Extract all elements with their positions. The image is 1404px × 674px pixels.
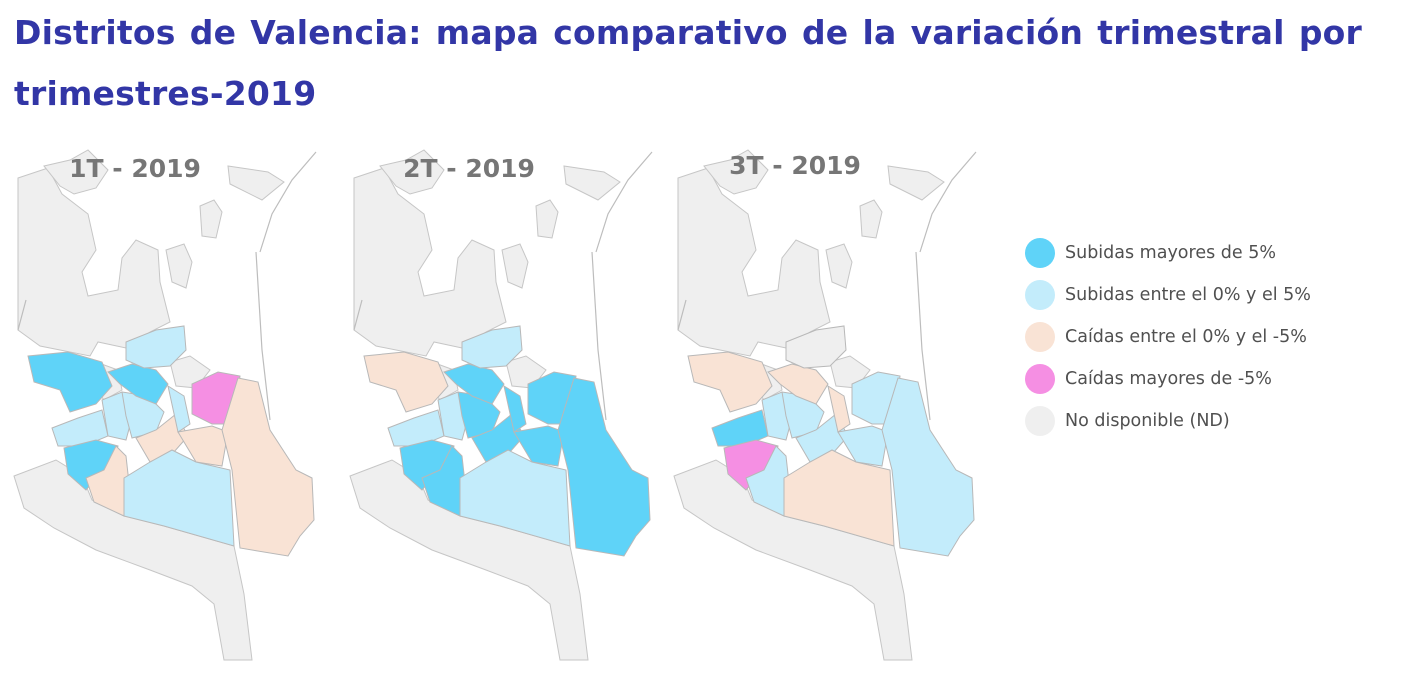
district-north-c bbox=[785, 325, 847, 369]
district-east-c bbox=[827, 384, 851, 433]
nd-islet-b bbox=[501, 243, 529, 289]
district-south-big bbox=[783, 449, 895, 547]
legend-item-caidas-mayores: Caídas mayores de -5% bbox=[1025, 358, 1311, 400]
nd-corner-ne bbox=[887, 165, 945, 201]
legend-label: Caídas entre el 0% y el -5% bbox=[1065, 327, 1307, 347]
district-east-s bbox=[177, 425, 229, 467]
legend-swatch-caidas-entre bbox=[1025, 322, 1055, 352]
district-south-big bbox=[123, 449, 235, 547]
nd-area-south bbox=[349, 459, 589, 661]
legend-item-subidas-entre: Subidas entre el 0% y el 5% bbox=[1025, 274, 1311, 316]
district-ssw bbox=[745, 445, 791, 517]
nd-islet-a bbox=[199, 199, 223, 239]
nd-area-south bbox=[13, 459, 253, 661]
legend-swatch-subidas-entre bbox=[1025, 280, 1055, 310]
nd-islet-a bbox=[535, 199, 559, 239]
nd-area-south bbox=[673, 459, 913, 661]
nd-area-north bbox=[677, 167, 831, 357]
boundary-line-2 bbox=[255, 251, 271, 421]
legend-item-subidas-mayores: Subidas mayores de 5% bbox=[1025, 232, 1311, 274]
district-east-c bbox=[503, 384, 527, 433]
map-label: 2T - 2019 bbox=[403, 154, 535, 183]
legend-swatch-no-disponible bbox=[1025, 406, 1055, 436]
district-west-a bbox=[687, 351, 773, 413]
district-north-c bbox=[461, 325, 523, 369]
district-west-a bbox=[27, 351, 113, 413]
map-label: 1T - 2019 bbox=[69, 154, 201, 183]
nd-area-north bbox=[17, 167, 171, 357]
district-center-n bbox=[443, 363, 505, 405]
boundary-line-2 bbox=[915, 251, 931, 421]
district-center-n bbox=[107, 363, 169, 405]
boundary-line-3 bbox=[17, 299, 27, 331]
legend-swatch-caidas-mayores bbox=[1025, 364, 1055, 394]
boundary-line-3 bbox=[677, 299, 687, 331]
legend-label: Subidas mayores de 5% bbox=[1065, 243, 1276, 263]
boundary-line-3 bbox=[353, 299, 363, 331]
district-ssw bbox=[421, 445, 467, 517]
district-west-a bbox=[363, 351, 449, 413]
boundary-line-2 bbox=[591, 251, 607, 421]
map-label: 3T - 2019 bbox=[729, 151, 861, 180]
nd-area-north bbox=[353, 167, 507, 357]
legend-swatch-subidas-mayores bbox=[1025, 238, 1055, 268]
nd-corner-ne bbox=[563, 165, 621, 201]
nd-islet-b bbox=[165, 243, 193, 289]
page-title: Distritos de Valencia: mapa comparativo … bbox=[14, 13, 1362, 113]
map-1 bbox=[13, 149, 317, 661]
legend-label: Caídas mayores de -5% bbox=[1065, 369, 1272, 389]
boundary-line-1 bbox=[595, 151, 653, 253]
nd-corner-ne bbox=[227, 165, 285, 201]
nd-islet-a bbox=[859, 199, 883, 239]
district-north-c bbox=[125, 325, 187, 369]
legend-item-no-disponible: No disponible (ND) bbox=[1025, 400, 1311, 442]
boundary-line-1 bbox=[259, 151, 317, 253]
map-3 bbox=[673, 149, 977, 661]
legend-label: No disponible (ND) bbox=[1065, 411, 1230, 431]
district-center-n bbox=[767, 363, 829, 405]
boundary-line-1 bbox=[919, 151, 977, 253]
district-east-s bbox=[837, 425, 889, 467]
legend: Subidas mayores de 5% Subidas entre el 0… bbox=[1025, 232, 1311, 442]
district-east-c bbox=[167, 384, 191, 433]
nd-area-north-top bbox=[43, 149, 109, 195]
legend-label: Subidas entre el 0% y el 5% bbox=[1065, 285, 1311, 305]
map-2 bbox=[349, 149, 653, 661]
district-south-big bbox=[459, 449, 571, 547]
district-coast bbox=[881, 377, 975, 557]
nd-area-north-top bbox=[703, 149, 769, 195]
district-coast bbox=[221, 377, 315, 557]
nd-area-north-top bbox=[379, 149, 445, 195]
legend-item-caidas-entre: Caídas entre el 0% y el -5% bbox=[1025, 316, 1311, 358]
nd-islet-b bbox=[825, 243, 853, 289]
district-coast bbox=[557, 377, 651, 557]
district-east-s bbox=[513, 425, 565, 467]
district-ssw bbox=[85, 445, 131, 517]
